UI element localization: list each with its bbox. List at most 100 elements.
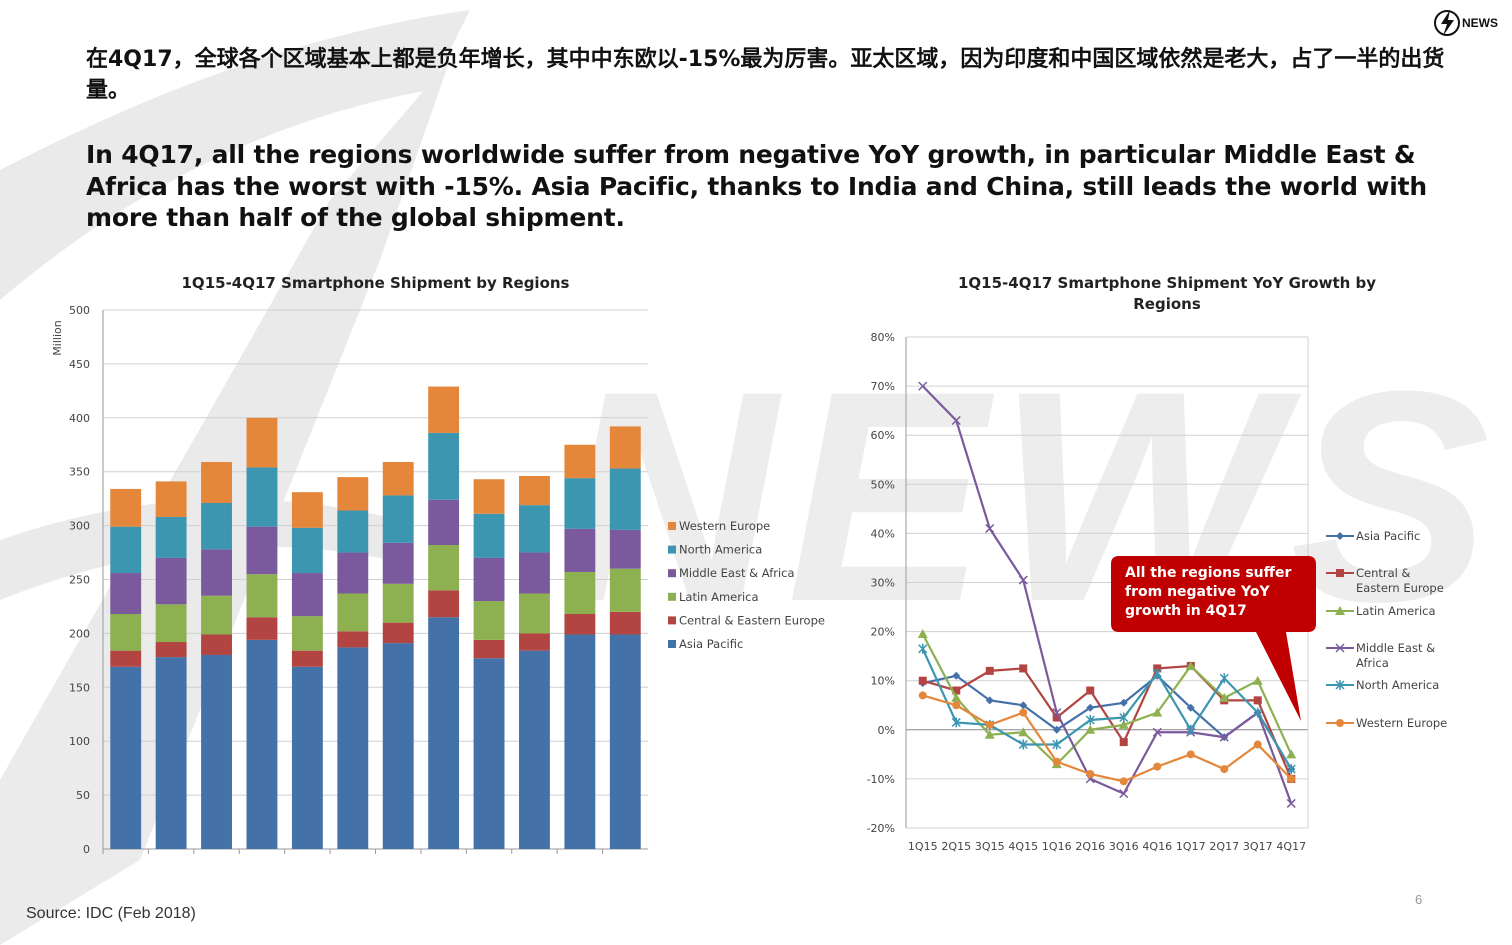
- legend-label-middle-east-africa: Middle East & Africa: [679, 566, 795, 580]
- bar-segment-western-europe: [519, 476, 550, 506]
- bar-segment-central-eastern-europe: [155, 642, 187, 658]
- point-latin-america: [1018, 727, 1029, 737]
- bar-segment-north-america: [609, 468, 641, 530]
- series-latin-america: [917, 629, 1297, 769]
- legend-marker-central-eastern-europe: [1336, 569, 1344, 577]
- stacked-bar-chart: 1Q15-4Q17 Smartphone Shipment by Regions…: [51, 274, 825, 856]
- bar-segment-latin-america: [291, 616, 323, 651]
- point-western-europe: [985, 720, 994, 729]
- y-tick-label: 500: [69, 304, 90, 317]
- y-tick-label: 150: [69, 681, 90, 694]
- x-tick-label: 4Q15: [1008, 840, 1038, 853]
- bar-segment-central-eastern-europe: [609, 611, 641, 635]
- bar-segment-middle-east-africa: [155, 557, 187, 605]
- legend-label-central-eastern-europe: Central & Eastern Europe: [679, 613, 825, 627]
- point-central-eastern-europe: [1119, 738, 1128, 747]
- legend-label-latin-america: Latin America: [679, 590, 759, 604]
- point-latin-america: [1185, 660, 1196, 670]
- point-western-europe: [1052, 757, 1061, 766]
- point-north-america: [1052, 739, 1062, 750]
- point-western-europe: [1220, 765, 1229, 774]
- bar-segment-western-europe: [155, 481, 187, 517]
- legend-label-central-eastern-europe: Eastern Europe: [1356, 581, 1444, 595]
- bar-segment-western-europe: [201, 461, 232, 503]
- chinese-summary-text: 在4Q17，全球各个区域基本上都是负年增长，其中中东欧以-15%最为厉害。亚太区…: [86, 47, 1445, 103]
- bar-segment-western-europe: [246, 417, 278, 468]
- y-tick-label: 0%: [878, 724, 895, 737]
- point-western-europe: [1153, 762, 1162, 771]
- legend-marker-western-europe: [1336, 719, 1344, 727]
- x-tick-label: 3Q17: [1243, 840, 1273, 853]
- bar-segment-western-europe: [110, 488, 142, 527]
- series-line-central-eastern-europe: [922, 664, 1293, 780]
- y-tick-label: 400: [69, 412, 90, 425]
- bar-segment-western-europe: [337, 477, 369, 511]
- lightning-bolt-icon: [1434, 10, 1460, 36]
- point-asia-pacific: [1119, 698, 1128, 707]
- x-tick-label: 1Q15: [908, 840, 938, 853]
- x-tick-label: 3Q16: [1109, 840, 1139, 853]
- point-asia-pacific: [1019, 701, 1028, 710]
- bar-segment-asia-pacific: [473, 658, 505, 849]
- bar-segment-middle-east-africa: [110, 573, 142, 614]
- series-central-eastern-europe: [918, 661, 1296, 783]
- bar-segment-middle-east-africa: [564, 528, 596, 572]
- point-western-europe: [1253, 740, 1262, 749]
- bar-segment-central-eastern-europe: [291, 650, 323, 667]
- point-latin-america: [1085, 724, 1096, 734]
- bar-segment-north-america: [473, 513, 505, 558]
- x-tick-label: 2Q16: [1075, 840, 1105, 853]
- bar-segment-middle-east-africa: [382, 542, 414, 584]
- legend-label-middle-east-africa: Middle East &: [1356, 641, 1435, 655]
- series-line-north-america: [921, 648, 1293, 770]
- bar-segment-latin-america: [564, 571, 596, 614]
- point-middle-east-africa: [1119, 789, 1129, 799]
- point-middle-east-africa: [951, 415, 961, 426]
- bar-segment-asia-pacific: [564, 634, 596, 849]
- bar-segment-central-eastern-europe: [337, 631, 369, 648]
- point-central-eastern-europe: [1019, 664, 1028, 673]
- point-middle-east-africa: [985, 523, 995, 534]
- bar-segment-asia-pacific: [201, 654, 232, 849]
- bar-segment-asia-pacific: [110, 666, 142, 849]
- bar-segment-north-america: [337, 510, 369, 553]
- series-line-middle-east-africa: [921, 385, 1293, 804]
- point-middle-east-africa: [1018, 575, 1028, 585]
- bar-segment-north-america: [564, 478, 596, 529]
- bar-segment-western-europe: [473, 479, 505, 514]
- point-latin-america: [1219, 692, 1230, 702]
- point-latin-america: [951, 692, 962, 702]
- source-note: Source: IDC (Feb 2018): [26, 905, 196, 922]
- point-western-europe: [1019, 708, 1028, 717]
- x-tick-label: 4Q16: [1142, 840, 1172, 853]
- legend-label-central-eastern-europe: Central &: [1356, 566, 1411, 580]
- series-line-latin-america: [921, 633, 1293, 766]
- bar-segment-middle-east-africa: [201, 549, 232, 596]
- point-north-america: [1253, 707, 1263, 718]
- bar-segment-asia-pacific: [519, 650, 550, 849]
- bar-segment-central-eastern-europe: [564, 613, 596, 635]
- bar-segment-middle-east-africa: [609, 529, 641, 569]
- point-north-america: [1286, 764, 1296, 775]
- bar-segment-latin-america: [155, 604, 187, 643]
- bar-segment-north-america: [519, 505, 550, 553]
- y-tick-label: 450: [69, 358, 90, 371]
- legend-marker-asia-pacific: [1336, 532, 1344, 540]
- bar-segment-north-america: [382, 495, 414, 543]
- legend-label-north-america: North America: [1356, 678, 1439, 692]
- y-tick-label: -20%: [867, 822, 895, 835]
- page-number: 6: [1415, 892, 1423, 907]
- point-latin-america: [1252, 675, 1263, 685]
- bar-segment-central-eastern-europe: [382, 622, 414, 644]
- legend-label-north-america: North America: [679, 543, 762, 557]
- callout-shape: [1111, 556, 1316, 721]
- bar-segment-asia-pacific: [291, 666, 323, 849]
- bar-segment-central-eastern-europe: [519, 633, 550, 651]
- point-latin-america: [1286, 749, 1297, 759]
- point-north-america: [1119, 712, 1129, 723]
- point-middle-east-africa: [1152, 727, 1162, 737]
- y-tick-label: 20%: [871, 626, 895, 639]
- point-north-america: [1219, 673, 1229, 684]
- legend-marker-north-america: [1335, 680, 1345, 690]
- bar-segment-latin-america: [110, 613, 142, 651]
